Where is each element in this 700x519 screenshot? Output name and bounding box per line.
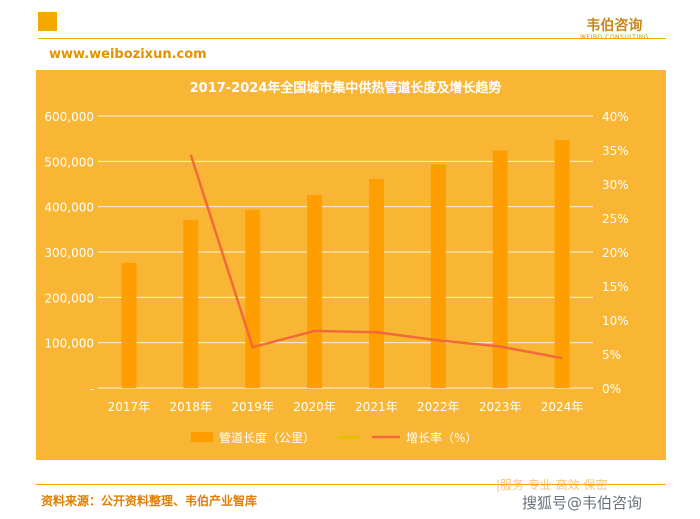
y-right-tick-label: 10% xyxy=(602,314,629,328)
y-left-tick-label: 200,000 xyxy=(44,291,94,305)
brand-english: WEIBO CONSULTING xyxy=(580,34,649,42)
bar xyxy=(183,219,199,388)
legend-line-label: 增长率（%） xyxy=(406,430,477,445)
y-left-tick-label: 100,000 xyxy=(44,337,94,351)
x-tick-label: 2021年 xyxy=(355,400,398,414)
y-right-tick-label: 25% xyxy=(602,212,629,226)
bar xyxy=(121,262,137,388)
x-tick-label: 2019年 xyxy=(231,400,274,414)
bottom-divider xyxy=(36,484,666,485)
x-tick-label: 2022年 xyxy=(417,400,460,414)
y-left-tick-label: 400,000 xyxy=(44,201,94,215)
chart-title: 2017-2024年全国城市集中供热管道长度及增长趋势 xyxy=(190,80,502,96)
x-tick-label: 2020年 xyxy=(293,400,336,414)
x-tick-label: 2017年 xyxy=(108,400,151,414)
x-tick-label: 2024年 xyxy=(541,400,584,414)
bar xyxy=(307,194,323,388)
brand-logo: 韦伯咨询 WEIBO CONSULTING xyxy=(580,18,649,42)
bar xyxy=(245,209,261,388)
y-left-tick-label: 500,000 xyxy=(44,155,94,169)
y-right-tick-label: 20% xyxy=(602,246,629,260)
legend-extra-swatch xyxy=(338,436,360,439)
bar xyxy=(430,164,446,388)
logo-square xyxy=(38,12,57,31)
y-right-tick-label: 15% xyxy=(602,280,629,294)
brand-name: 韦伯咨询 xyxy=(586,18,643,34)
y-left-tick-label: - xyxy=(90,382,94,396)
data-source: 资料来源：公开资料整理、韦伯产业智库 xyxy=(41,494,258,508)
bar xyxy=(368,179,384,388)
y-right-tick-label: 0% xyxy=(602,382,621,396)
watermark-faint: |服务 专业 高效 保密 xyxy=(496,478,608,492)
y-right-tick-label: 40% xyxy=(602,110,629,124)
y-right-tick-label: 30% xyxy=(602,178,629,192)
x-tick-label: 2018年 xyxy=(170,400,213,414)
watermark-sohu: 搜狐号@韦伯咨询 xyxy=(522,494,643,512)
legend-bar-swatch xyxy=(191,432,213,442)
legend-bar-label: 管道长度（公里） xyxy=(219,430,315,445)
y-left-tick-label: 600,000 xyxy=(44,110,94,124)
y-left-tick-label: 300,000 xyxy=(44,246,94,260)
y-right-tick-label: 5% xyxy=(602,348,621,362)
bar xyxy=(492,150,508,388)
growth-rate-line xyxy=(189,154,563,360)
top-divider xyxy=(38,38,666,39)
x-tick-label: 2023年 xyxy=(479,400,522,414)
website-url: www.weibozixun.com xyxy=(49,47,207,62)
bar xyxy=(554,140,570,388)
y-right-tick-label: 35% xyxy=(602,144,629,158)
